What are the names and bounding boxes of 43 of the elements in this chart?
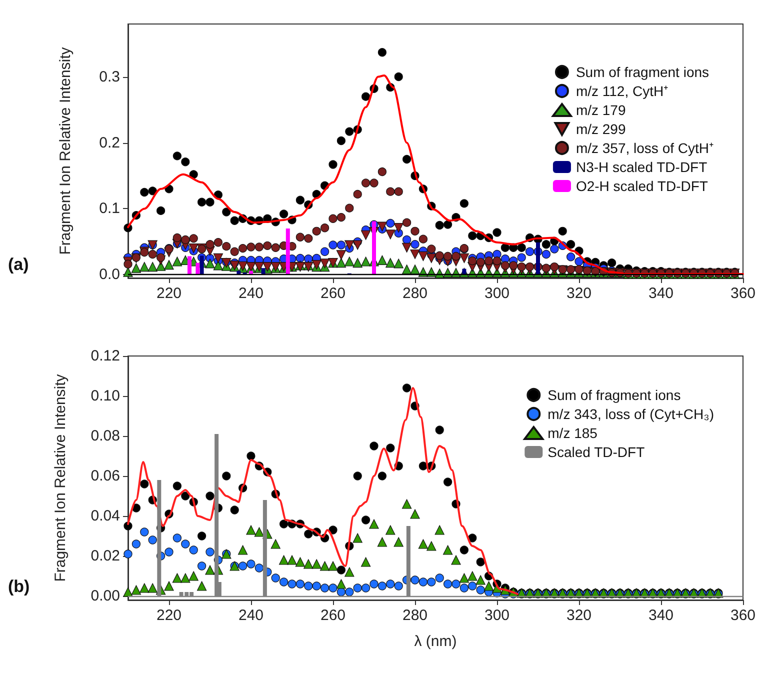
x-tick-label: 300	[484, 607, 510, 624]
x-tick-label: 240	[238, 607, 264, 624]
x-tick-label: 220	[156, 285, 182, 302]
y-tick-label: 0.3	[99, 68, 120, 86]
x-tick-label: 320	[566, 607, 592, 624]
text: (b)	[8, 577, 30, 596]
y-axis-title: Fragment Ion Relative Intensity	[57, 46, 74, 255]
legend-label: Scaled TD-DFT	[548, 444, 646, 460]
x-tick-label: 300	[484, 285, 510, 302]
x-tick-label: 220	[156, 607, 182, 624]
y-tick-label: 0.1	[99, 200, 120, 218]
x-tick-label: 340	[648, 607, 674, 624]
y-tick-label: 0.0	[99, 266, 120, 284]
x-tick-label: 280	[402, 285, 428, 302]
legend-label: Sum of fragment ions	[548, 387, 681, 403]
y-tick-label: 0.08	[90, 428, 120, 444]
legend-label: m/z 179	[576, 102, 626, 118]
text: (a)	[8, 255, 29, 274]
legend-label: Sum of fragment ions	[576, 64, 710, 80]
y-tick-label: 0.00	[90, 588, 120, 604]
legend-label: m/z 299	[576, 121, 626, 137]
x-tick-label: 240	[238, 285, 264, 302]
x-axis-title: λ (nm)	[414, 633, 457, 650]
y-tick-label: 0.06	[90, 468, 120, 484]
y-axis-title: Fragment Ion Relative Intensity	[52, 374, 69, 582]
x-tick-label: 260	[320, 285, 346, 302]
legend-label: N3-H scaled TD-DFT	[576, 159, 708, 175]
x-tick-label: 280	[402, 607, 428, 624]
x-tick-label: 260	[320, 607, 346, 624]
x-tick-label: 360	[730, 285, 756, 302]
legend-label: O2-H scaled TD-DFT	[576, 178, 708, 194]
legend-label: m/z 112, CytH⁺	[576, 83, 669, 99]
y-tick-label: 0.02	[90, 548, 120, 564]
x-tick-label: 320	[566, 285, 592, 302]
legend-label: m/z 343, loss of (Cyt+CH₃)	[548, 406, 714, 422]
x-tick-label: 340	[648, 285, 674, 302]
x-tick-label: 360	[730, 607, 756, 624]
y-tick-label: 0.04	[90, 508, 120, 524]
y-tick-label: 0.10	[90, 388, 120, 404]
y-tick-label: 0.12	[90, 348, 120, 364]
legend-label: m/z 185	[548, 425, 598, 441]
legend-label: m/z 357, loss of CytH⁺	[576, 140, 714, 156]
y-tick-label: 0.2	[99, 134, 120, 152]
